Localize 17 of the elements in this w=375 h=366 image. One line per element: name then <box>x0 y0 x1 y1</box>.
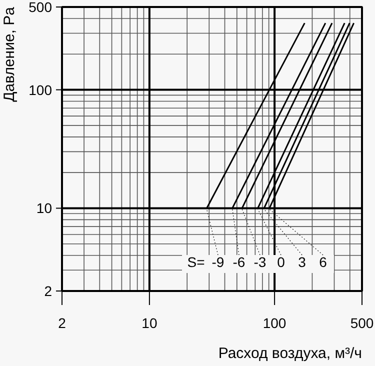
y-tick-label: 100 <box>28 82 52 98</box>
y-tick-label: 2 <box>44 283 52 299</box>
y-axis-title: Давление, Pa <box>1 6 18 102</box>
y-tick-label: 500 <box>28 0 52 15</box>
x-tick-label: 10 <box>142 315 158 331</box>
text: -9 <box>212 254 224 270</box>
text: 0 <box>277 254 286 270</box>
text: 3 <box>298 254 306 270</box>
x-tick-label: 100 <box>262 315 286 331</box>
text: -3 <box>254 254 266 270</box>
x-tick-label: 500 <box>350 315 374 331</box>
y-tick-label: 10 <box>36 200 52 216</box>
legend-title: S= <box>187 254 205 270</box>
x-axis-title: Расход воздуха, м³/ч <box>218 345 362 362</box>
x-tick-label: 2 <box>58 315 66 331</box>
text: 6 <box>319 254 328 270</box>
text: -6 <box>232 254 246 270</box>
